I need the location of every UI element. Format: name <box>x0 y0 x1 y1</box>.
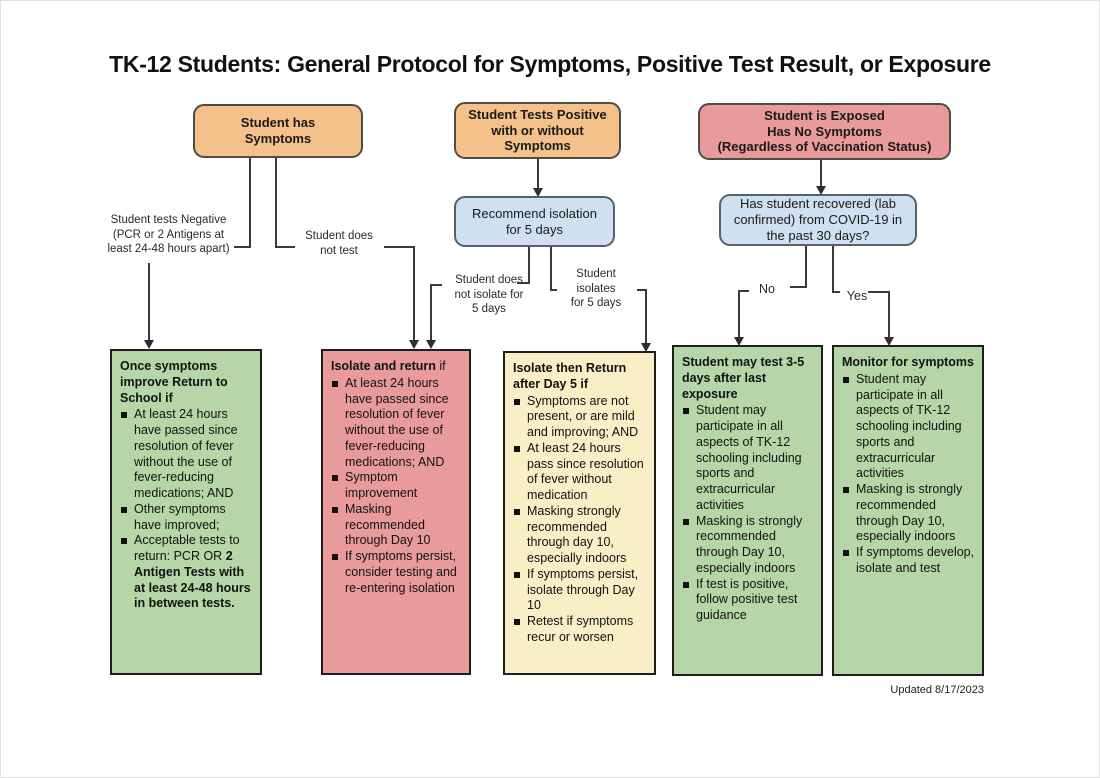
node-label: Has student recovered (lab confirmed) fr… <box>733 196 903 243</box>
outcome-box-isolate-and-return: Isolate and return if At least 24 hours … <box>321 349 471 675</box>
outcome-title: Monitor for symptoms <box>842 355 974 369</box>
connector-line <box>550 247 552 291</box>
bullet-list: At least 24 hours have passed since reso… <box>120 407 253 612</box>
outcome-title: Student may test 3-5 days after last exp… <box>682 355 805 401</box>
bullet-item: Other symptoms have improved; <box>120 502 253 534</box>
connector-line <box>384 246 415 248</box>
outcome-title: Isolate then Return after Day 5 if <box>513 361 627 391</box>
bullet-item: Student may participate in all aspects o… <box>842 372 975 482</box>
arrowhead <box>144 340 154 349</box>
connector-line <box>820 160 822 188</box>
arrowhead <box>816 186 826 195</box>
outcome-box-monitor-for-symptoms: Monitor for symptoms Student may partici… <box>832 345 984 676</box>
connector-line <box>148 263 150 343</box>
node-recommend-isolation: Recommend isolation for 5 days <box>454 196 615 247</box>
bullet-item: If symptoms persist, consider testing an… <box>331 549 462 596</box>
bullet-item: Student may participate in all aspects o… <box>682 403 814 513</box>
bullet-item: At least 24 hours have passed since reso… <box>331 376 462 471</box>
bullet-item: Symptom improvement <box>331 470 462 502</box>
connector-line <box>275 246 295 248</box>
bullet-list: Student may participate in all aspects o… <box>842 372 975 577</box>
node-label: Recommend isolation for 5 days <box>471 205 597 237</box>
bullet-item: Masking strongly recommended through day… <box>513 504 647 567</box>
connector-line <box>832 246 834 293</box>
edge-label-does-not-isolate: Student does not isolate for 5 days <box>454 274 524 316</box>
edge-label-yes: Yes <box>846 289 868 303</box>
node-label: Student has Symptoms <box>240 115 316 146</box>
bullet-item: Masking recommended through Day 10 <box>331 502 462 549</box>
arrowhead <box>641 343 651 352</box>
connector-line <box>805 246 807 288</box>
bullet-item: At least 24 hours have passed since reso… <box>120 407 253 502</box>
bullet-list: Symptoms are not present, or are mild an… <box>513 394 647 646</box>
arrowhead <box>426 340 436 349</box>
connector-line <box>832 291 840 293</box>
connector-line <box>868 291 890 293</box>
connector-line <box>430 284 432 343</box>
arrowhead <box>533 188 543 197</box>
connector-line <box>528 247 530 284</box>
bullet-list: Student may participate in all aspects o… <box>682 403 814 624</box>
edge-label-no: No <box>759 282 775 296</box>
bullet-item: Masking is strongly recommended through … <box>682 514 814 577</box>
bullet-list: At least 24 hours have passed since reso… <box>331 376 462 597</box>
node-student-has-symptoms: Student has Symptoms <box>193 104 363 158</box>
connector-line <box>738 290 749 292</box>
node-label: Student is Exposed Has No Symptoms (Rega… <box>717 107 932 155</box>
arrowhead <box>409 340 419 349</box>
outcome-title: Once symptoms improve Return to School i… <box>120 359 228 405</box>
connector-line <box>637 289 647 291</box>
bullet-item: Symptoms are not present, or are mild an… <box>513 394 647 441</box>
bullet-item: If test is positive, follow positive tes… <box>682 577 814 624</box>
connector-line <box>249 158 251 248</box>
page-title: TK-12 Students: General Protocol for Sym… <box>109 51 991 77</box>
bullet-item: If symptoms develop, isolate and test <box>842 545 975 577</box>
edge-label-does-not-test: Student does not test <box>305 230 373 257</box>
bullet-item: Retest if symptoms recur or worsen <box>513 614 647 646</box>
node-student-tests-positive: Student Tests Positive with or without S… <box>454 102 621 159</box>
connector-line <box>888 291 890 339</box>
node-recovered-question: Has student recovered (lab confirmed) fr… <box>719 194 917 246</box>
connector-line <box>790 286 807 288</box>
bullet-item: Acceptable tests to return: PCR OR 2 Ant… <box>120 533 253 612</box>
outcome-box-may-test-3-5-days: Student may test 3-5 days after last exp… <box>672 345 823 676</box>
connector-line <box>517 282 530 284</box>
edge-label-isolates: Student isolates for 5 days <box>570 268 622 310</box>
bullet-item: At least 24 hours pass since resolution … <box>513 441 647 504</box>
arrowhead <box>884 337 894 346</box>
bullet-item: Masking is strongly recommended through … <box>842 482 975 545</box>
arrowhead <box>734 337 744 346</box>
edge-label-tests-negative: Student tests Negative (PCR or 2 Antigen… <box>107 214 230 256</box>
node-student-is-exposed: Student is Exposed Has No Symptoms (Rega… <box>698 103 951 160</box>
connector-line <box>234 246 251 248</box>
connector-line <box>430 284 442 286</box>
outcome-box-return-to-school: Once symptoms improve Return to School i… <box>110 349 262 675</box>
node-label: Student Tests Positive with or without S… <box>468 106 607 154</box>
bullet-item: If symptoms persist, isolate through Day… <box>513 567 647 614</box>
outcome-box-isolate-then-return: Isolate then Return after Day 5 if Sympt… <box>503 351 656 675</box>
connector-line <box>537 159 539 190</box>
connector-line <box>645 289 647 345</box>
connector-line <box>738 290 740 339</box>
outcome-title: Isolate and return if <box>331 359 446 373</box>
updated-date: Updated 8/17/2023 <box>890 684 984 696</box>
connector-line <box>275 158 277 248</box>
connector-line <box>413 246 415 343</box>
connector-line <box>550 289 557 291</box>
